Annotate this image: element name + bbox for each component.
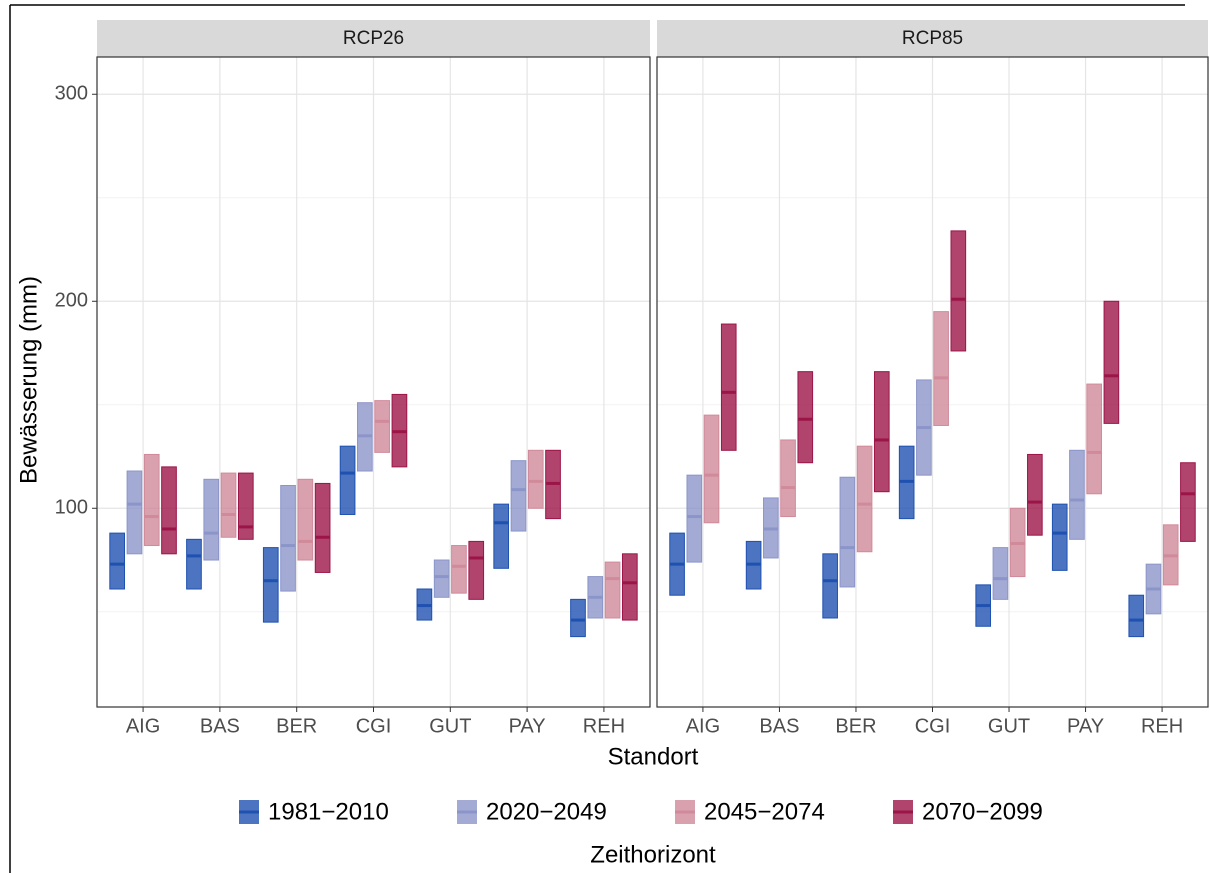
x-tick-label: BAS [200, 715, 240, 737]
box [604, 561, 621, 619]
strip-label: RCP85 [902, 28, 963, 49]
box [451, 545, 467, 594]
legend-label: 2020−2049 [486, 798, 607, 825]
x-axis-label: Standort [608, 743, 699, 770]
x-tick-label: REH [1141, 715, 1183, 737]
box [161, 466, 177, 555]
box [126, 470, 143, 555]
box [720, 323, 737, 451]
box [374, 400, 390, 453]
x-tick-label: PAY [1067, 715, 1104, 737]
x-tick-label: BER [835, 715, 876, 737]
strip [97, 20, 650, 57]
box [510, 460, 527, 532]
box [950, 230, 967, 352]
box [262, 547, 279, 623]
y-tick-label: 100 [55, 497, 88, 519]
x-tick-label: AIG [686, 715, 720, 737]
x-tick-label: BAS [759, 715, 799, 737]
box [873, 371, 890, 493]
box [703, 414, 720, 524]
box [314, 482, 331, 573]
box [237, 472, 254, 540]
x-tick-label: BER [276, 715, 317, 737]
x-tick-label: GUT [429, 715, 471, 737]
box [797, 371, 814, 464]
box [203, 478, 220, 561]
strip [657, 20, 1208, 57]
box [839, 476, 856, 588]
strip-label: RCP26 [343, 28, 404, 49]
legend-label: 2045−2074 [704, 798, 825, 825]
box [1086, 383, 1102, 495]
legend-label: 1981−2010 [268, 798, 389, 825]
y-tick-label: 300 [55, 83, 88, 105]
box [220, 472, 237, 538]
y-tick-label: 200 [55, 290, 88, 312]
x-tick-label: PAY [509, 715, 546, 737]
panel-border [656, 56, 1209, 708]
y-axis-label: Bewässerung (mm) [15, 276, 42, 484]
x-tick-label: CGI [915, 715, 951, 737]
box [143, 453, 160, 547]
panel-border [96, 56, 651, 708]
box [570, 598, 586, 638]
box [468, 540, 485, 600]
box [493, 503, 510, 569]
box [527, 449, 544, 509]
box [621, 553, 638, 621]
box [1103, 300, 1120, 424]
box [1128, 594, 1145, 638]
box [339, 445, 356, 515]
box [1051, 503, 1068, 571]
box [1069, 449, 1085, 540]
box [186, 538, 202, 590]
box [1027, 453, 1043, 536]
box [1180, 462, 1196, 542]
box [780, 439, 796, 518]
box [822, 553, 838, 619]
x-tick-label: CGI [356, 715, 392, 737]
box [686, 474, 703, 563]
box [992, 547, 1009, 600]
x-tick-label: AIG [126, 715, 160, 737]
x-tick-label: REH [583, 715, 625, 737]
x-tick-label: GUT [988, 715, 1030, 737]
legend-title: Zeithorizont [590, 841, 716, 868]
legend-label: 2070−2099 [922, 798, 1043, 825]
box [933, 311, 949, 426]
box [297, 478, 314, 561]
box [433, 559, 450, 598]
box [109, 532, 126, 590]
box [280, 485, 296, 592]
box [856, 445, 873, 553]
